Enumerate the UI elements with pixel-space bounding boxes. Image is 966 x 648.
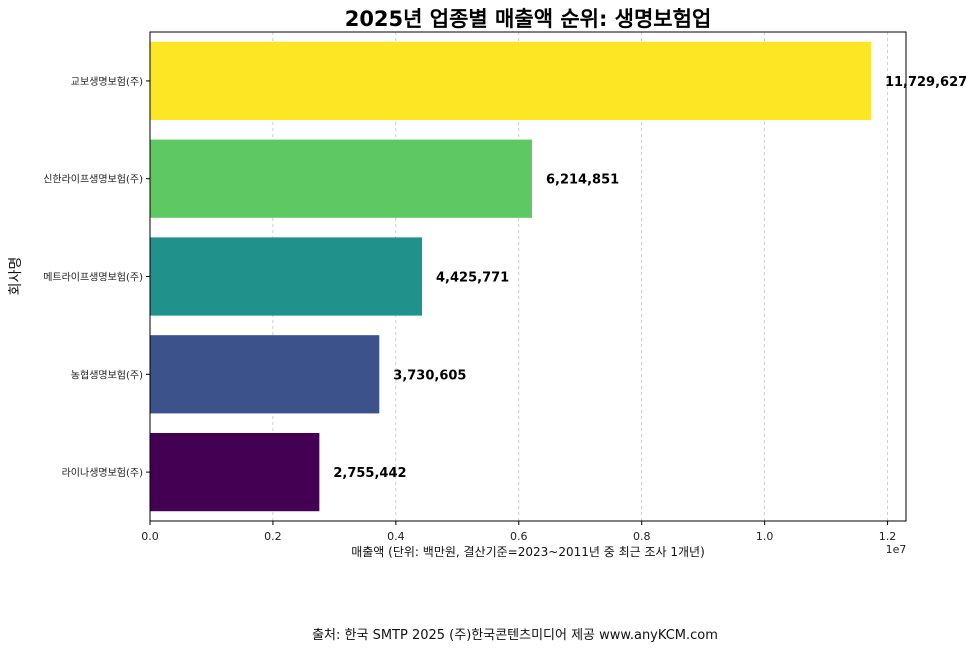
bar: [150, 41, 871, 121]
y-tick-label: 교보생명보험(주): [71, 76, 143, 88]
y-tick-label: 라이나생명보험(주): [62, 467, 144, 479]
x-tick-label: 1.2: [879, 530, 897, 543]
x-tick-label: 1.0: [756, 530, 774, 543]
value-label: 3,730,605: [393, 368, 466, 383]
x-tick-label: 0.8: [633, 530, 651, 543]
x-tick-label: 0.2: [264, 530, 282, 543]
y-tick-label: 농협생명보험(주): [71, 368, 143, 381]
chart-title: 2025년 업종별 매출액 순위: 생명보험업: [345, 7, 712, 31]
x-offset-label: 1e7: [886, 543, 907, 556]
source-footer: 출처: 한국 SMTP 2025 (주)한국콘텐츠미디어 제공 www.anyK…: [312, 628, 718, 643]
value-label: 6,214,851: [546, 173, 619, 188]
x-tick-label: 0.6: [510, 530, 528, 543]
x-tick-label: 0.0: [141, 530, 159, 543]
y-axis-ticks: 교보생명보험(주) 신한라이프생명보험(주) 메트라이프생명보험(주) 농협생명보험(…: [43, 76, 150, 479]
bar: [150, 335, 380, 414]
y-tick-label: 메트라이프생명보험(주): [43, 272, 143, 284]
y-tick-label: 신한라이프생명보험(주): [43, 174, 143, 186]
value-label: 11,729,627: [885, 75, 966, 90]
bar: [150, 237, 423, 316]
bars: [150, 41, 871, 512]
x-axis-ticks: 0.0 0.2 0.4 0.6 0.8 1.0 1.2: [141, 521, 896, 543]
bar: [150, 432, 320, 512]
x-axis-label: 매출액 (단위: 백만원, 결산기준=2023~2011년 중 최근 조사 1개…: [351, 545, 705, 559]
value-label: 4,425,771: [436, 271, 509, 286]
value-labels: 11,729,627 6,214,851 4,425,771 3,730,605 2,7…: [333, 75, 966, 481]
x-tick-label: 0.4: [387, 530, 405, 543]
y-axis-label: 회사명: [8, 257, 24, 296]
value-label: 2,755,442: [333, 466, 406, 481]
bar: [150, 139, 532, 218]
